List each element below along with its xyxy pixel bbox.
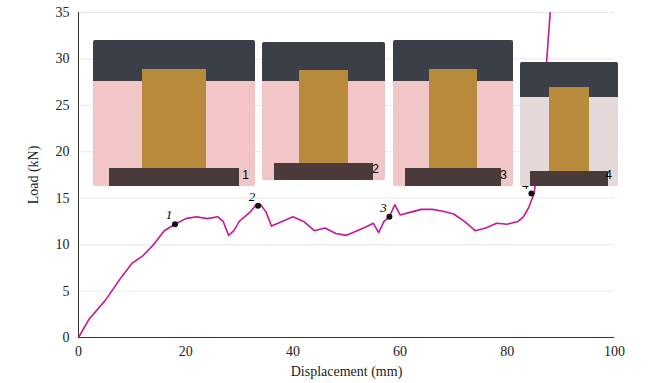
html-text:2: 2 — [372, 162, 379, 176]
html-text:3: 3 — [500, 168, 507, 182]
svg-text:100: 100 — [604, 344, 625, 359]
svg-text:30: 30 — [56, 51, 70, 66]
svg-text:25: 25 — [56, 98, 70, 113]
svg-text:15: 15 — [56, 191, 70, 206]
svg-text:3: 3 — [379, 200, 387, 215]
html-text:4: 4 — [605, 168, 612, 182]
svg-text:20: 20 — [56, 144, 70, 159]
svg-text:5: 5 — [63, 284, 70, 299]
svg-text:60: 60 — [393, 344, 407, 359]
svg-text:0: 0 — [75, 344, 82, 359]
svg-text:1: 1 — [166, 207, 173, 222]
svg-text:Load (kN): Load (kN) — [26, 145, 42, 204]
svg-text:0: 0 — [63, 330, 70, 345]
svg-text:80: 80 — [500, 344, 514, 359]
svg-text:2: 2 — [249, 189, 256, 204]
svg-text:35: 35 — [56, 5, 70, 20]
svg-text:40: 40 — [286, 344, 300, 359]
svg-text:Displacement (mm): Displacement (mm) — [291, 364, 403, 380]
html-text:1: 1 — [242, 168, 249, 182]
svg-text:20: 20 — [179, 344, 193, 359]
svg-text:10: 10 — [56, 237, 70, 252]
